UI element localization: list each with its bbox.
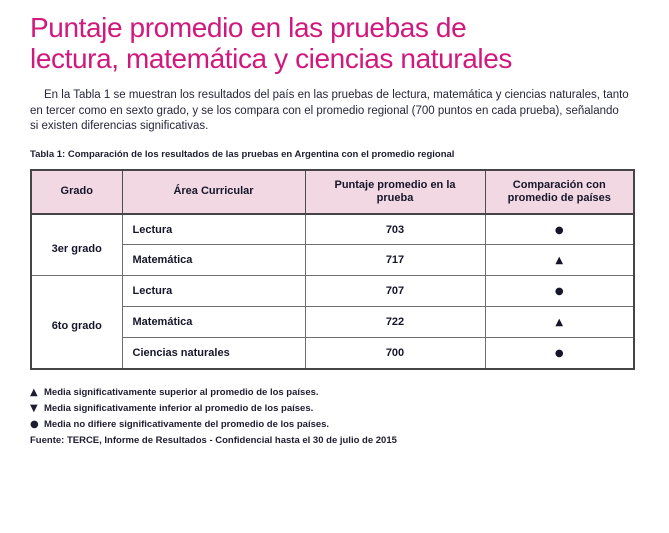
score-cell: 722 [304, 306, 486, 339]
col-header-puntaje-promedio: Puntaje promedio en la prueba [304, 169, 486, 215]
legend-item-label: Media significativamente inferior al pro… [44, 403, 314, 415]
score-cell: 717 [304, 244, 486, 277]
area-cell: Matemática [121, 244, 306, 277]
table-row: Ciencias naturales 700 ● [31, 337, 635, 370]
legend-item-superior: ▲ Media significativamente superior al p… [30, 385, 643, 401]
triangle-up-icon: ▲ [555, 255, 564, 267]
legend-item-label: Media significativamente superior al pro… [44, 387, 319, 399]
circle-icon: ● [554, 224, 564, 236]
col-header-area-curricular: Área Curricular [121, 169, 306, 215]
table-caption: Tabla 1: Comparación de los resultados d… [30, 148, 455, 160]
table-row: Matemática 717 ▲ [31, 244, 635, 277]
legend-item-inferior: ▼ Media significativamente inferior al p… [30, 401, 643, 417]
area-cell: Lectura [121, 275, 306, 308]
legend-item-no-difiere: ● Media no difiere significativamente de… [30, 417, 643, 433]
col-header-grado: Grado [30, 169, 123, 215]
area-cell: Ciencias naturales [121, 337, 306, 370]
intro-paragraph: En la Tabla 1 se muestran los resultados… [30, 89, 629, 133]
legend-item-label: Media no difiere significativamente del … [44, 419, 330, 431]
comparison-cell: ● [484, 337, 635, 370]
triangle-up-icon: ▲ [555, 317, 564, 329]
source-note: Fuente: TERCE, Informe de Resultados - C… [30, 434, 397, 446]
table-row: 6to grado Lectura 707 ● [30, 275, 635, 370]
table-row: Matemática 722 ▲ [31, 306, 635, 339]
circle-icon: ● [30, 419, 39, 431]
page-title-line1: Puntaje promedio en las pruebas de [30, 12, 467, 43]
comparison-cell: ▲ [484, 244, 635, 277]
score-cell: 700 [304, 337, 486, 370]
grado-cell-3er: 3er grado [30, 213, 123, 277]
score-cell: 703 [304, 213, 486, 246]
grado-cell-6to: 6to grado [30, 275, 123, 370]
page-title-line2: lectura, matemática y ciencias naturales [30, 43, 512, 74]
results-table: Grado Área Curricular Puntaje promedio e… [30, 168, 635, 370]
page-title: Puntaje promedio en las pruebas de lectu… [30, 12, 643, 74]
symbol-legend: ▲ Media significativamente superior al p… [30, 385, 643, 446]
area-cell: Matemática [121, 306, 306, 339]
triangle-up-icon: ▲ [30, 387, 38, 399]
score-cell: 707 [304, 275, 486, 308]
area-cell: Lectura [121, 213, 306, 246]
comparison-cell: ● [484, 213, 635, 246]
table-header-row: Grado Área Curricular Puntaje promedio e… [30, 169, 635, 215]
col-header-comparacion: Comparación con promedio de países [484, 169, 635, 215]
triangle-down-icon: ▼ [30, 403, 38, 415]
comparison-cell: ▲ [484, 306, 635, 339]
comparison-cell: ● [484, 275, 635, 308]
table-row: 3er grado Lectura 703 ● [30, 213, 635, 277]
circle-icon: ● [554, 286, 564, 298]
circle-icon: ● [554, 348, 564, 360]
